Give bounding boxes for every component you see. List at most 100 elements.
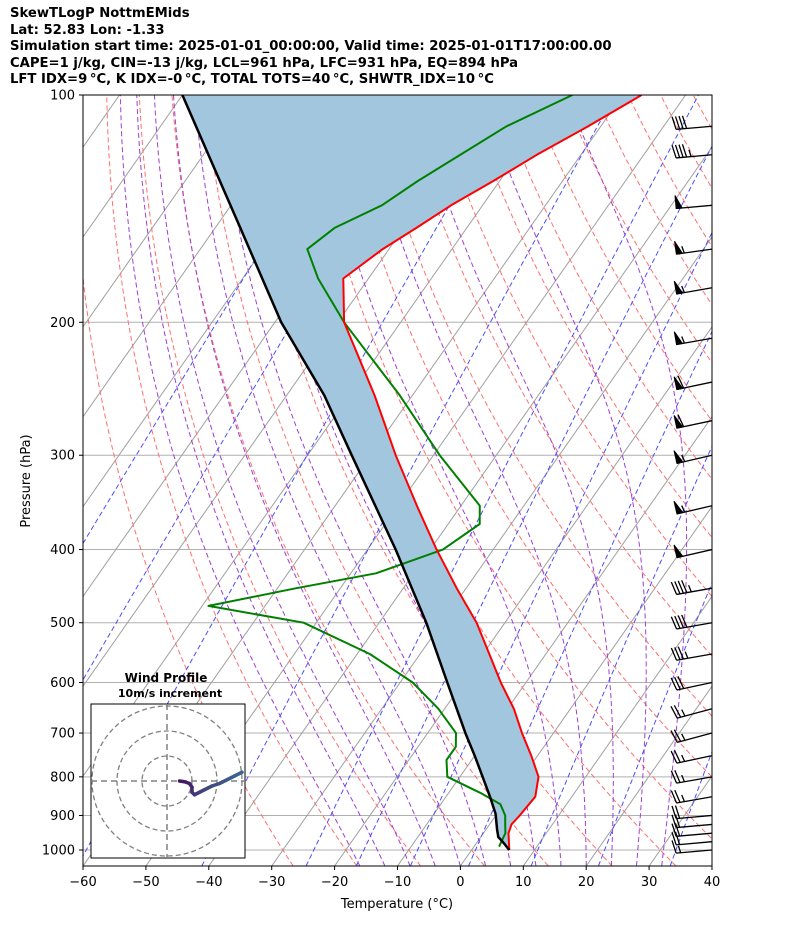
- dry-adiabat: [432, 95, 712, 598]
- mixing-ratio-line: [83, 95, 356, 545]
- isotherm-0: [459, 505, 712, 866]
- wind-barb: [673, 375, 713, 391]
- x-tick-label: 40: [704, 875, 721, 890]
- y-tick-label: 700: [50, 727, 75, 742]
- mixing-ratio-line: [305, 95, 699, 866]
- wind-barb: [671, 823, 713, 837]
- dry-adiabat: [106, 95, 358, 866]
- moist-adiabat: [566, 95, 688, 866]
- moist-adiabat: [481, 95, 647, 866]
- x-tick-label: 30: [641, 875, 658, 890]
- wind-barb: [671, 831, 713, 846]
- wind-barb: [670, 705, 713, 719]
- y-tick-label: 300: [50, 449, 75, 464]
- dry-adiabat: [464, 95, 712, 539]
- moist-adiabat: [194, 95, 461, 866]
- wind-barb: [674, 240, 713, 255]
- wind-barb: [671, 805, 713, 820]
- dry-adiabat: [692, 95, 712, 131]
- x-tick-label: 20: [578, 875, 595, 890]
- wind-barb: [670, 789, 713, 804]
- mixing-ratio-line: [746, 95, 794, 866]
- chart-header: SkewTLogP NottmEMids Lat: 52.83 Lon: -1.…: [10, 6, 612, 89]
- x-tick-label: −40: [195, 875, 222, 890]
- chart-title: SkewTLogP NottmEMids: [10, 6, 190, 21]
- y-tick-label: 1000: [42, 844, 75, 859]
- wind-barb: [671, 144, 713, 159]
- y-axis-label: Pressure (hPa): [19, 434, 34, 527]
- y-tick-label: 600: [50, 676, 75, 691]
- wind-barb: [670, 646, 713, 661]
- wind-barb: [670, 580, 713, 596]
- moist-adiabat: [245, 95, 512, 866]
- x-tick-label: −60: [69, 875, 96, 890]
- dry-adiabat: [660, 95, 712, 190]
- mixing-ratio-line: [530, 445, 712, 866]
- mixing-ratio-line: [468, 330, 712, 866]
- location-line: Lat: 52.83 Lon: -1.33: [10, 22, 165, 38]
- isotherm--110: [83, 95, 309, 418]
- wind-barb: [673, 414, 713, 429]
- isotherm--10: [397, 415, 712, 866]
- isotherm--30: [271, 236, 712, 866]
- y-tick-label: 900: [50, 809, 75, 824]
- wind-barb: [673, 544, 713, 559]
- dry-adiabat: [301, 95, 712, 840]
- hodograph-segment: [232, 770, 244, 778]
- profile-lines: [181, 95, 643, 851]
- dry-adiabat: [627, 95, 712, 248]
- isotherm--20: [334, 325, 712, 866]
- wind-barb: [674, 195, 713, 210]
- y-tick-label: 800: [50, 770, 75, 785]
- mixing-ratio-line: [597, 581, 712, 866]
- moist-adiabat: [136, 95, 386, 866]
- time-line: Simulation start time: 2025-01-01_00:00:…: [10, 39, 612, 54]
- x-axis-label: Temperature (°C): [340, 897, 453, 912]
- wind-barb: [670, 750, 713, 764]
- mixing-ratio-line: [83, 95, 514, 857]
- wind-barb: [673, 331, 713, 346]
- indices-line-1: CAPE=1 j/kg, CIN=-13 j/kg, LCL=961 hPa, …: [10, 55, 519, 71]
- x-tick-label: −30: [258, 875, 285, 890]
- wind-barb: [670, 676, 713, 691]
- temperature-line: [342, 95, 643, 851]
- hodograph-inset: Wind Profile 10m/s increment: [90, 671, 246, 859]
- hodograph-subtitle: 10m/s increment: [118, 687, 222, 700]
- moist-adiabat: [173, 95, 436, 866]
- moist-adiabat: [218, 95, 487, 866]
- isotherm-10: [522, 595, 712, 866]
- dry-adiabat: [594, 95, 712, 306]
- indices-line-2: LFT IDX=9 °C, K IDX=-0 °C, TOTAL TOTS=40…: [10, 72, 494, 87]
- x-tick-label: 0: [456, 875, 464, 890]
- y-tick-label: 100: [50, 89, 75, 104]
- isotherm-40: [711, 865, 712, 866]
- x-tick-label: −10: [384, 875, 411, 890]
- wind-barb: [670, 769, 713, 784]
- wind-barb: [670, 614, 713, 630]
- y-tick-label: 500: [50, 616, 75, 631]
- isotherm-30: [648, 775, 712, 866]
- y-tick-label: 200: [50, 316, 75, 331]
- mixing-ratio-line: [409, 231, 712, 866]
- isotherm--130: [83, 95, 183, 238]
- wind-barb: [673, 450, 713, 464]
- dry-adiabat: [204, 95, 549, 866]
- moist-adiabat: [153, 95, 411, 866]
- x-tick-label: −20: [321, 875, 348, 890]
- wind-barb: [670, 729, 713, 743]
- wind-barb: [673, 280, 713, 295]
- dry-adiabat: [529, 95, 712, 422]
- cape-area: [182, 95, 642, 850]
- isotherm--40: [208, 146, 712, 866]
- x-tick-label: −50: [132, 875, 159, 890]
- isotherm-20: [585, 685, 712, 866]
- axes: −60 −50 −40 −30 −20 −10 0 10 20 30 40 1000 900 800 700…: [42, 89, 720, 891]
- wind-barb: [671, 840, 713, 854]
- isotherm-50: [775, 95, 794, 866]
- wind-barb: [671, 115, 713, 131]
- isotherm--120: [83, 95, 246, 328]
- dewpoint-line: [207, 95, 573, 848]
- parcel-line: [181, 95, 511, 851]
- wind-barb: [673, 500, 713, 515]
- x-tick-label: 10: [515, 875, 532, 890]
